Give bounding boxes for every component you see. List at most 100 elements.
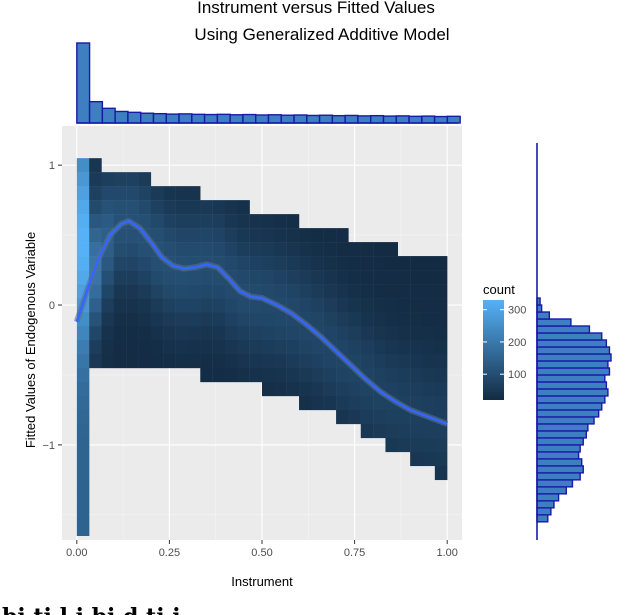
heatmap-cell bbox=[348, 381, 361, 397]
right-hist-bar bbox=[536, 465, 584, 474]
heatmap-cell bbox=[262, 326, 275, 341]
heatmap-cell bbox=[323, 270, 337, 285]
heatmap-cell bbox=[163, 214, 176, 229]
heatmap-cell bbox=[150, 312, 164, 327]
heatmap-cell bbox=[89, 158, 102, 173]
heatmap-cell bbox=[434, 270, 448, 285]
heatmap-cell bbox=[175, 270, 189, 285]
heatmap-cell bbox=[150, 298, 164, 313]
right-hist-bar bbox=[536, 374, 606, 383]
heatmap-cell bbox=[262, 339, 275, 355]
chart-title-line-2: Using Generalized Additive Model bbox=[194, 25, 449, 44]
heatmap-cell bbox=[360, 242, 374, 257]
heatmap-cell bbox=[126, 353, 139, 369]
heatmap-cell bbox=[336, 284, 349, 299]
heatmap-cell bbox=[385, 381, 399, 397]
y-tick-label: −1 bbox=[42, 440, 55, 452]
heatmap-cell bbox=[200, 339, 213, 355]
heatmap-cell bbox=[410, 339, 423, 355]
heatmap-cell bbox=[76, 214, 90, 229]
heatmap-cell bbox=[299, 270, 312, 285]
heatmap-cell bbox=[101, 172, 115, 187]
heatmap-cell bbox=[373, 326, 386, 341]
heatmap-cell bbox=[126, 228, 139, 243]
heatmap-cell bbox=[323, 284, 337, 299]
heatmap-cell bbox=[101, 339, 115, 355]
heatmap-cell bbox=[138, 339, 152, 355]
heatmap-cell bbox=[360, 339, 374, 355]
heatmap-cell bbox=[422, 395, 436, 411]
heatmap-cell bbox=[126, 200, 139, 215]
heatmap-cell bbox=[76, 158, 90, 173]
heatmap-cell bbox=[113, 298, 127, 313]
heatmap-cell bbox=[138, 186, 152, 201]
heatmap-cell bbox=[286, 339, 300, 355]
heatmap-cell bbox=[89, 200, 102, 215]
heatmap-cell bbox=[397, 256, 411, 271]
heatmap-cell bbox=[150, 200, 164, 215]
heatmap-cell bbox=[113, 326, 127, 341]
heatmap-cell bbox=[113, 172, 127, 187]
heatmap-cell bbox=[150, 339, 164, 355]
heatmap-cell bbox=[311, 228, 324, 243]
heatmap-cell bbox=[113, 339, 127, 355]
heatmap-cell bbox=[299, 353, 312, 369]
right-hist-bar bbox=[536, 311, 551, 320]
heatmap-cell bbox=[249, 298, 263, 313]
heatmap-cell bbox=[299, 242, 312, 257]
heatmap-cell bbox=[434, 326, 448, 341]
heatmap-cell bbox=[373, 256, 386, 271]
legend-title: count bbox=[483, 282, 515, 297]
heatmap-cell bbox=[274, 270, 287, 285]
top-hist-bar bbox=[127, 111, 142, 124]
heatmap-cell bbox=[113, 186, 127, 201]
right-hist-bar bbox=[536, 353, 612, 362]
heatmap-cell bbox=[187, 214, 201, 229]
heatmap-cell bbox=[360, 326, 374, 341]
heatmap-cell bbox=[113, 353, 127, 369]
heatmap-cell bbox=[385, 423, 399, 439]
cropped-caption-text: bi ti l i bi d ti i bbox=[2, 604, 181, 615]
heatmap-cell bbox=[138, 284, 152, 299]
heatmap-cell bbox=[249, 353, 263, 369]
heatmap-cell bbox=[348, 298, 361, 313]
y-tick-label: 1 bbox=[49, 160, 55, 172]
right-hist-bar bbox=[536, 423, 589, 432]
heatmap-cell bbox=[187, 200, 201, 215]
heatmap-cell bbox=[422, 353, 436, 369]
x-tick-label: 0.75 bbox=[344, 547, 365, 559]
heatmap-cell bbox=[187, 270, 201, 285]
heatmap-cell bbox=[101, 298, 115, 313]
top-hist-bar bbox=[318, 114, 334, 124]
heatmap-cell bbox=[422, 451, 436, 467]
top-hist-bar bbox=[178, 113, 193, 124]
heatmap-cell bbox=[360, 395, 374, 411]
heatmap-cell bbox=[101, 200, 115, 215]
x-axis-ticks: 0.00 0.25 0.50 0.75 1.00 bbox=[66, 540, 458, 559]
heatmap-cell bbox=[286, 284, 300, 299]
heatmap-cell bbox=[101, 186, 115, 201]
heatmap-cell bbox=[249, 214, 263, 229]
heatmap-cell bbox=[113, 270, 127, 285]
heatmap-cell bbox=[126, 298, 139, 313]
heatmap-cell bbox=[360, 312, 374, 327]
heatmap-cell bbox=[286, 353, 300, 369]
right-hist-bar bbox=[536, 444, 581, 453]
heatmap-cell bbox=[89, 214, 102, 229]
x-tick-label: 0.00 bbox=[66, 547, 87, 559]
heatmap-cell bbox=[163, 353, 176, 369]
legend-colorbar bbox=[483, 300, 504, 400]
heatmap-cell bbox=[76, 479, 90, 495]
heatmap-cell bbox=[434, 256, 448, 271]
top-hist-bar bbox=[88, 100, 104, 124]
heatmap-cell bbox=[336, 312, 349, 327]
heatmap-cell bbox=[89, 326, 102, 341]
heatmap-cell bbox=[385, 270, 399, 285]
heatmap-cell bbox=[101, 214, 115, 229]
top-hist-bar bbox=[395, 115, 410, 124]
heatmap-cell bbox=[237, 339, 250, 355]
right-hist-bar bbox=[536, 437, 584, 446]
heatmap-cell bbox=[286, 256, 300, 271]
heatmap-cell bbox=[262, 214, 275, 229]
heatmap-cell bbox=[163, 200, 176, 215]
